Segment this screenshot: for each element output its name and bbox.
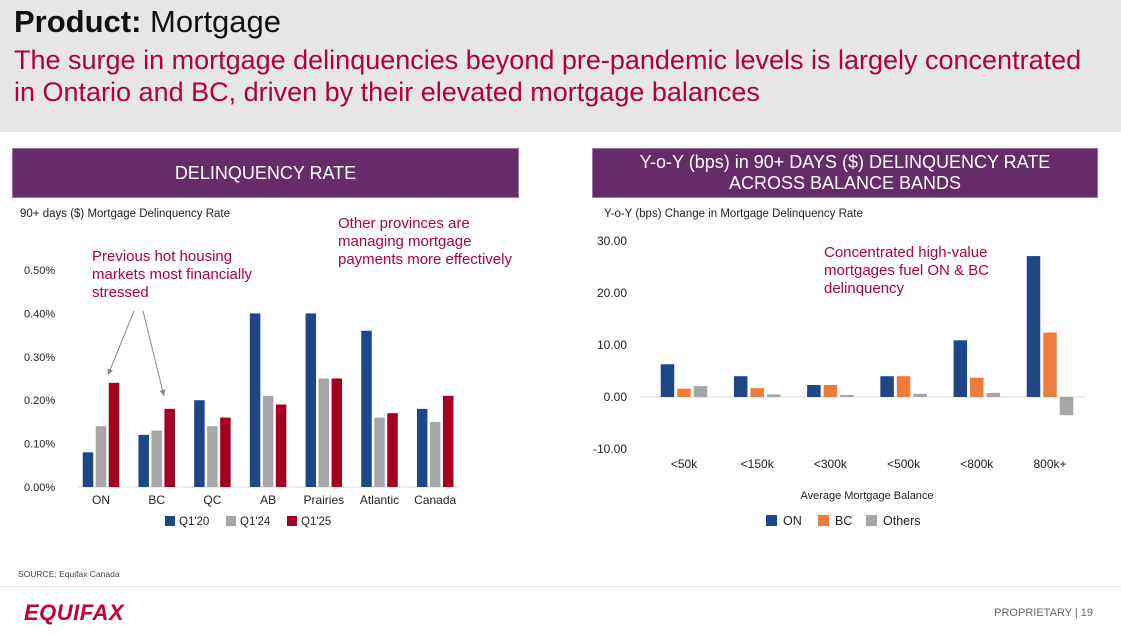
x-tick-label: AB [260, 493, 276, 507]
bar-800k-on [953, 340, 968, 397]
bar-atlantic-q1-24 [374, 417, 385, 487]
y-tick-label: 0.00 [604, 390, 628, 404]
annotation-arrow-bc [142, 310, 166, 397]
bar-prairies-q1-20 [305, 313, 317, 487]
right-panel-title-line1: Y-o-Y (bps) in 90+ DAYS ($) DELINQUENCY … [639, 152, 1051, 172]
bar-prairies-q1-24 [318, 378, 330, 487]
y-tick-label: 0.00% [24, 482, 55, 494]
bar-300k-on [807, 385, 821, 397]
delinquency-rate-chart: 0.00% 0.10% 0.20% 0.30% 0.40% 0.50% ON BC QC AB Pr… [24, 265, 460, 528]
legend-swatch-on [766, 515, 777, 526]
y-tick-label: 0.30% [24, 352, 55, 364]
x-tick-label: Atlantic [360, 493, 399, 507]
bar-qc-q1-25 [220, 417, 231, 487]
x-tick-label: Prairies [303, 493, 344, 507]
y-tick-label: 0.10% [24, 439, 55, 451]
right-chart-label: Y-o-Y (bps) Change in Mortgage Delinquen… [604, 208, 863, 220]
right-panel-title: Y-o-Y (bps) in 90+ DAYS ($) DELINQUENCY … [592, 148, 1098, 198]
legend-label: Q1'20 [179, 516, 209, 528]
left-panel-title: DELINQUENCY RATE [12, 148, 519, 198]
legend-label: Q1'24 [240, 516, 271, 528]
bar-500k-bc [896, 376, 911, 397]
bar-50k-on [660, 364, 675, 397]
x-tick-label: 800k+ [1033, 457, 1066, 471]
bar-800k-others [986, 392, 1001, 397]
bar-800k-others [1059, 397, 1074, 416]
bar-800k-bc [1043, 332, 1057, 397]
legend-swatch-q1-24 [226, 516, 236, 526]
left-panel-title-text: DELINQUENCY RATE [174, 162, 357, 183]
bar-bc-q1-20 [138, 434, 149, 487]
equifax-logo: EQUIFAX [24, 600, 125, 625]
x-tick-label: <800k [960, 457, 994, 471]
footer-divider [0, 586, 1121, 587]
left-annotation-other-provinces: Other provinces are managing mortgage pa… [338, 215, 512, 268]
x-tick-label: ON [92, 493, 110, 507]
bar-qc-q1-24 [207, 426, 218, 487]
footer-proprietary: PROPRIETARY | 19 [994, 607, 1093, 619]
page-title: Product: Mortgage [14, 4, 281, 40]
y-tick-label: 10.00 [597, 338, 627, 352]
bar-500k-others [913, 393, 927, 397]
x-tick-label: <50k [671, 457, 698, 471]
bar-on-q1-20 [82, 452, 94, 487]
bar-300k-bc [823, 385, 838, 397]
bar-bc-q1-25 [164, 408, 175, 487]
legend-label: Q1'25 [301, 516, 331, 528]
bar-prairies-q1-25 [331, 378, 343, 487]
title-product-name: Mortgage [141, 4, 282, 39]
bar-50k-bc [677, 388, 691, 397]
bar-150k-others [766, 394, 781, 397]
x-tick-label: <150k [741, 457, 775, 471]
y-tick-label: -10.00 [593, 442, 627, 456]
yoy-balance-band-chart: -10.00 0.00 10.00 20.00 30.00 <50k <150k <300k <… [593, 234, 1085, 528]
legend-swatch-q1-25 [287, 516, 297, 526]
bar-canada-q1-25 [442, 395, 454, 487]
bar-qc-q1-20 [194, 400, 205, 487]
x-tick-label: BC [148, 493, 165, 507]
legend-swatch-bc [818, 515, 829, 526]
y-tick-label: 0.40% [24, 308, 55, 320]
left-chart-label: 90+ days ($) Mortgage Delinquency Rate [20, 208, 230, 220]
y-tick-label: 30.00 [597, 234, 627, 248]
bar-atlantic-q1-25 [387, 413, 398, 487]
annotation-arrow-on [107, 310, 135, 376]
left-annotation-hot-markets: Previous hot housing markets most financ… [92, 248, 253, 301]
legend-label: BC [835, 514, 852, 528]
source-note: SOURCE: Equifax Canada [18, 569, 120, 579]
bar-500k-on [880, 376, 894, 397]
bar-800k-on [1026, 256, 1041, 397]
bar-canada-q1-24 [429, 421, 441, 487]
y-tick-label: 0.20% [24, 395, 55, 407]
bar-300k-others [840, 394, 854, 397]
page-subtitle: The surge in mortgage delinquencies beyo… [14, 45, 1082, 107]
x-tick-label: Canada [414, 493, 456, 507]
bar-bc-q1-24 [151, 430, 162, 487]
bar-on-q1-24 [95, 426, 107, 487]
legend-label: Others [883, 514, 921, 528]
bar-canada-q1-20 [416, 408, 428, 487]
bar-800k-bc [970, 377, 984, 397]
x-tick-label: QC [203, 493, 221, 507]
right-annotation-high-value: Concentrated high-value mortgages fuel O… [824, 244, 990, 297]
bar-150k-on [733, 376, 748, 397]
legend-swatch-q1-20 [165, 516, 175, 526]
bar-50k-others [693, 386, 708, 397]
legend-swatch-others [866, 515, 877, 526]
bar-on-q1-25 [108, 382, 120, 487]
right-panel-title-line2: ACROSS BALANCE BANDS [728, 173, 962, 193]
bar-ab-q1-25 [275, 404, 287, 487]
y-tick-label: 20.00 [597, 286, 627, 300]
bar-150k-bc [750, 388, 764, 397]
bar-ab-q1-24 [262, 395, 274, 487]
x-axis-title: Average Mortgage Balance [800, 490, 933, 502]
x-tick-label: <500k [887, 457, 921, 471]
bar-atlantic-q1-20 [361, 330, 372, 487]
y-tick-label: 0.50% [24, 265, 55, 277]
title-product-label: Product: [14, 4, 142, 39]
bar-ab-q1-20 [249, 313, 261, 487]
x-tick-label: <300k [814, 457, 848, 471]
header-band: Product: Mortgage The surge in mortgage … [0, 0, 1121, 132]
legend-label: ON [783, 514, 802, 528]
